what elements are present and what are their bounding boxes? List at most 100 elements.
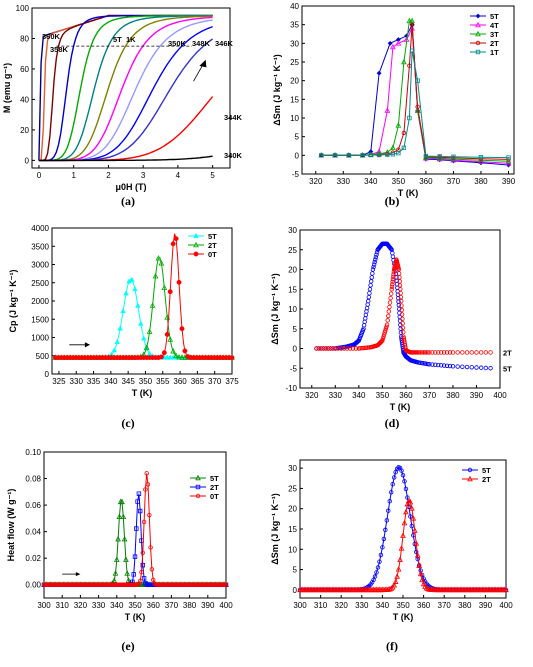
b-data-point (409, 48, 415, 53)
d-annotation-label: 5T (503, 364, 512, 373)
f-data-point (395, 566, 402, 572)
d-data-point (364, 305, 370, 311)
d-data-point (391, 274, 396, 280)
c-ytick-label: 1500 (31, 315, 49, 324)
d-data-point (441, 363, 447, 368)
f-data-point (400, 532, 406, 538)
c-data-point (155, 255, 162, 261)
b-data-point (360, 153, 365, 158)
a-annotation-label: 1K (126, 35, 136, 44)
d-data-point (364, 309, 369, 314)
e-data-point (123, 556, 129, 562)
f-xlabel: T (K) (393, 612, 414, 622)
e-series-line (44, 493, 226, 586)
b-series-line (321, 24, 509, 160)
d-data-point (390, 251, 395, 256)
a-annotation-label: 348K (192, 39, 211, 48)
b-ytick-label: 20 (290, 77, 299, 86)
d-data-point (372, 259, 377, 265)
d-data-point (389, 287, 394, 292)
b-ytick-label: 15 (290, 95, 299, 104)
b-data-point (384, 107, 391, 113)
d-data-point (384, 322, 390, 327)
e-data-point (137, 508, 143, 514)
f-legend-label: 5T (482, 466, 491, 475)
panel-d-chart: 320 330 340 350 360 370 380 390 400 -10 -5 0 5 10 15 20… (270, 226, 512, 412)
b-series-line (321, 20, 509, 162)
c-data-point (117, 325, 123, 331)
d-data-point (418, 350, 423, 355)
d-xlabel: T (K) (390, 402, 411, 412)
b-data-point (396, 150, 401, 156)
d-data-point (390, 279, 395, 285)
a-plot-frame (31, 7, 231, 169)
c-ytick-label: 2500 (31, 279, 49, 288)
b-ytick-label: 35 (290, 21, 299, 30)
f-ytick-label: 20 (288, 505, 297, 514)
b-ytick-label: -5 (292, 170, 300, 179)
f-data-point (375, 565, 381, 570)
f-series-line (300, 466, 506, 591)
c-data-point (111, 347, 118, 353)
c-xtick-label: 355 (156, 377, 170, 386)
a-ytick-label: 100 (16, 4, 30, 13)
c-data-point (173, 236, 179, 242)
d-data-point (415, 350, 420, 355)
a-arrowhead (199, 59, 207, 68)
e-ytick-label: 0.06 (25, 501, 41, 510)
e-xtick-label: 360 (147, 601, 161, 610)
d-data-point (370, 271, 375, 276)
a-xlabel: μ0H (T) (115, 182, 146, 192)
d-data-point (323, 346, 329, 351)
d-ytick-label: 5 (293, 325, 298, 334)
c-ylabel: Cp (J kg⁻¹ K⁻¹) (8, 270, 18, 333)
c-legend-label: 0T (208, 250, 217, 259)
f-data-point (377, 559, 382, 564)
e-ytick-label: 0.04 (25, 528, 41, 537)
e-legend-marker (195, 474, 201, 481)
f-data-point (413, 540, 420, 546)
e-xtick-label: 390 (201, 601, 215, 610)
e-xtick-label: 320 (74, 601, 88, 610)
c-arrowhead (84, 342, 91, 348)
d-data-point (341, 346, 347, 351)
e-arrowhead (75, 572, 81, 577)
d-data-point (390, 277, 396, 282)
panel-c-chart: 325 330 335 340 345 350 355 360 365 370 375 0 500 100… (8, 224, 239, 398)
f-data-point (389, 490, 394, 495)
d-data-point (424, 350, 429, 355)
a-xtick-label: 4 (176, 171, 181, 180)
e-data-point (132, 582, 138, 587)
d-data-point (421, 350, 426, 355)
d-data-point (444, 363, 450, 368)
a-xtick-label: 1 (71, 171, 76, 180)
c-xtick-label: 360 (173, 377, 187, 386)
e-data-point (137, 578, 143, 584)
b-ytick-label: 0 (295, 151, 300, 160)
e-data-point (221, 582, 226, 587)
d-data-point (400, 342, 405, 347)
f-ytick-label: 25 (288, 484, 297, 493)
f-legend-label: 2T (482, 475, 491, 484)
b-legend-label: 4T (490, 21, 499, 30)
b-ylabel: ΔSm (J kg⁻¹ K⁻¹) (272, 54, 282, 125)
d-data-point (365, 302, 370, 307)
c-ytick-label: 2000 (31, 297, 49, 306)
c-data-point (132, 286, 138, 292)
d-data-point (370, 267, 376, 272)
c-data-point (179, 326, 185, 332)
d-data-point (383, 326, 389, 331)
panel-label-b: (b) (385, 194, 400, 208)
b-legend-label: 5T (490, 12, 499, 21)
c-data-point (170, 241, 176, 247)
d-data-point (469, 365, 474, 370)
d-data-point (362, 319, 367, 325)
b-series-line (321, 50, 509, 159)
d-data-point (321, 346, 326, 351)
d-data-point (427, 350, 432, 355)
d-data-point (363, 345, 369, 350)
d-data-point (366, 294, 372, 300)
e-data-point (112, 570, 119, 576)
b-legend-marker (475, 40, 481, 46)
